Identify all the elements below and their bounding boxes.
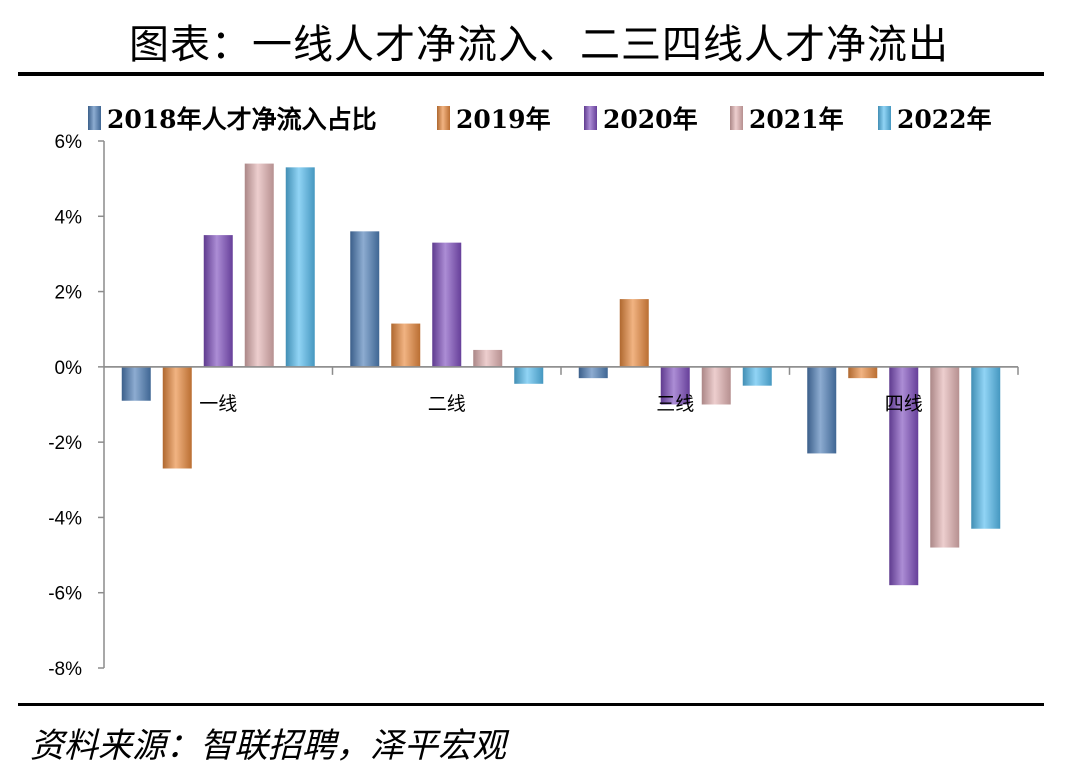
top-rule: [18, 72, 1044, 76]
axes: 6% 4% 2% 0% -2% -4% -6% -8%: [48, 132, 1019, 680]
legend-swatch: [437, 106, 450, 130]
bar: [701, 366, 731, 405]
y-tick-label: 6%: [55, 132, 83, 153]
chart-title: 图表：一线人才净流入、二三四线人才净流出: [129, 22, 949, 68]
y-tick-label: 2%: [55, 283, 83, 304]
bar: [121, 366, 151, 401]
x-category-label: 二线: [428, 393, 466, 415]
bars: [121, 163, 1001, 586]
legend-label: 2020年: [603, 105, 698, 134]
category-labels: 一线 二线 三线 四线: [199, 393, 923, 415]
bar: [807, 366, 837, 454]
legend-swatch: [88, 106, 101, 130]
source-note: 资料来源：智联招聘，泽平宏观: [30, 726, 506, 766]
bar: [660, 366, 690, 405]
bar: [619, 299, 649, 367]
y-tick-label: -4%: [48, 508, 82, 529]
y-tick-label: -6%: [48, 584, 82, 605]
bar: [742, 366, 772, 386]
legend-label: 2021年: [749, 105, 844, 134]
bar: [848, 366, 878, 379]
bottom-rule: [18, 703, 1044, 706]
legend-label: 2018年人才净流入占比: [107, 105, 377, 134]
y-tick-label: 0%: [55, 358, 83, 379]
legend-label: 2022年: [897, 105, 992, 134]
y-tick-label: 4%: [55, 207, 83, 228]
bar: [391, 323, 421, 367]
legend-swatch: [878, 106, 891, 130]
legend-label: 2019年: [456, 105, 551, 134]
x-category-label: 三线: [656, 393, 694, 415]
x-category-label: 四线: [885, 393, 923, 415]
bar: [350, 231, 380, 367]
legend-swatch: [730, 106, 743, 130]
bar: [473, 349, 503, 367]
legend: 2018年人才净流入占比 2019年 2020年 2021年 2022年: [88, 105, 992, 134]
bar: [432, 242, 462, 367]
y-tick-label: -8%: [48, 659, 82, 680]
bar: [162, 366, 192, 469]
bar: [971, 366, 1001, 529]
bar: [244, 163, 274, 367]
bar: [514, 366, 544, 384]
bar: [285, 167, 315, 367]
bar: [578, 366, 608, 379]
x-category-label: 一线: [199, 393, 237, 415]
y-tick-label: -2%: [48, 433, 82, 454]
bar: [889, 366, 919, 586]
legend-swatch: [584, 106, 597, 130]
bar: [930, 366, 960, 548]
bar: [203, 235, 233, 367]
